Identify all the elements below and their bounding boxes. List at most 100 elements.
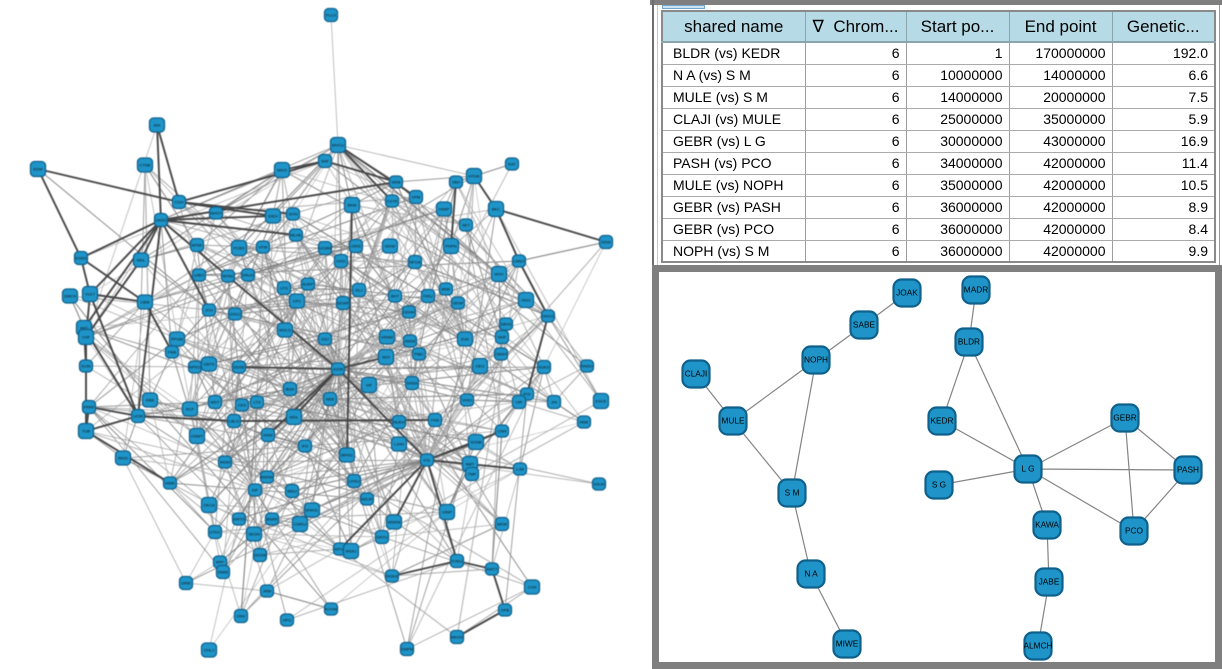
svg-text:LTS: LTS <box>253 400 260 405</box>
svg-text:CGH: CGH <box>175 200 184 205</box>
svg-text:DBVS: DBVS <box>501 322 512 327</box>
svg-text:CNN: CNN <box>498 429 507 434</box>
svg-text:BHT: BHT <box>391 294 400 299</box>
svg-text:MKW: MKW <box>497 522 507 527</box>
svg-text:KAT: KAT <box>508 162 516 167</box>
svg-text:UCW: UCW <box>133 414 143 419</box>
svg-text:HPU: HPU <box>283 618 292 623</box>
svg-text:SET: SET <box>462 223 470 228</box>
svg-text:HTHA: HTHA <box>469 174 480 179</box>
svg-text:JWDE: JWDE <box>404 339 416 344</box>
svg-text:GRIE: GRIE <box>181 581 191 586</box>
svg-text:S M: S M <box>785 488 800 498</box>
svg-text:FMA: FMA <box>168 350 177 355</box>
svg-text:OFB: OFB <box>501 608 510 613</box>
svg-text:LKNU: LKNU <box>349 479 360 484</box>
svg-text:BMK: BMK <box>442 287 451 292</box>
svg-text:WDJR: WDJR <box>361 497 373 502</box>
svg-text:GNTU: GNTU <box>376 535 387 540</box>
svg-text:GBTS: GBTS <box>204 362 215 367</box>
svg-text:NUEH: NUEH <box>393 420 404 425</box>
svg-text:NHOT: NHOT <box>210 211 222 216</box>
svg-text:AFNK: AFNK <box>192 243 203 248</box>
svg-text:VPM: VPM <box>412 195 421 200</box>
svg-text:PCBD: PCBD <box>233 246 244 251</box>
svg-text:ALMCH: ALMCH <box>1023 641 1052 651</box>
svg-text:CHLJ: CHLJ <box>204 648 214 653</box>
svg-text:POI: POI <box>524 392 531 397</box>
svg-text:PIBC: PIBC <box>414 352 423 357</box>
svg-text:FNA: FNA <box>431 418 439 423</box>
svg-text:UIBO: UIBO <box>194 273 204 278</box>
svg-text:WWGL: WWGL <box>306 508 320 513</box>
svg-text:SEGN: SEGN <box>248 532 259 537</box>
svg-text:PRRF: PRRF <box>84 405 95 410</box>
svg-text:S G: S G <box>932 480 946 490</box>
svg-text:SONB: SONB <box>470 440 482 445</box>
svg-text:MKGO: MKGO <box>451 635 463 640</box>
svg-text:WPEG: WPEG <box>189 365 201 370</box>
svg-text:FOEU: FOEU <box>451 559 462 564</box>
svg-text:RFRD: RFRD <box>222 274 233 279</box>
svg-text:OBSH: OBSH <box>495 352 506 357</box>
svg-text:BNAR: BNAR <box>266 517 277 522</box>
svg-text:MDT: MDT <box>211 400 220 405</box>
svg-text:IFD: IFD <box>302 444 309 449</box>
svg-text:BKM: BKM <box>348 203 357 208</box>
svg-text:KSCE: KSCE <box>596 399 607 404</box>
svg-text:LJHH: LJHH <box>394 442 404 447</box>
svg-text:CPC: CPC <box>293 299 302 304</box>
svg-text:BLDR: BLDR <box>958 337 980 347</box>
svg-text:SNSA: SNSA <box>407 381 418 386</box>
svg-text:EVA: EVA <box>461 337 469 342</box>
svg-text:KNW: KNW <box>263 433 273 438</box>
svg-text:VIR: VIR <box>516 400 523 405</box>
svg-text:OKCA: OKCA <box>203 503 215 508</box>
svg-text:KMIN: KMIN <box>218 570 228 575</box>
svg-text:TMP: TMP <box>468 472 477 477</box>
svg-text:KEDR: KEDR <box>930 416 953 426</box>
svg-text:CGTK: CGTK <box>386 199 397 204</box>
svg-text:DMCS: DMCS <box>64 294 76 299</box>
svg-text:HGG: HGG <box>521 298 530 303</box>
svg-text:JOAK: JOAK <box>896 288 918 298</box>
svg-text:VFW: VFW <box>259 245 268 250</box>
svg-text:LFS: LFS <box>280 286 288 291</box>
svg-text:WVLO: WVLO <box>279 328 291 333</box>
svg-text:RCF: RCF <box>186 407 195 412</box>
svg-text:PPGM: PPGM <box>171 337 183 342</box>
svg-text:RNSO: RNSO <box>581 364 593 369</box>
svg-text:ONV: ONV <box>237 614 246 619</box>
svg-text:SABE: SABE <box>853 320 876 330</box>
svg-text:FIRU: FIRU <box>423 294 432 299</box>
svg-text:RKIG: RKIG <box>118 456 128 461</box>
svg-text:DDW: DDW <box>601 240 611 245</box>
svg-text:LBLG: LBLG <box>229 419 239 424</box>
svg-text:VRUG: VRUG <box>242 273 254 278</box>
svg-text:UTDC: UTDC <box>209 530 220 535</box>
svg-text:VULT: VULT <box>85 292 95 297</box>
svg-text:JRW: JRW <box>263 589 272 594</box>
svg-text:WVCU: WVCU <box>332 143 344 148</box>
svg-text:SHF: SHF <box>321 159 330 164</box>
svg-text:L G: L G <box>1021 464 1034 474</box>
svg-text:HME: HME <box>580 420 589 425</box>
svg-text:TUB: TUB <box>82 429 90 434</box>
svg-text:MULE: MULE <box>721 416 745 426</box>
svg-text:JABE: JABE <box>1039 577 1060 587</box>
svg-text:MDL: MDL <box>137 258 146 263</box>
svg-text:DDSE: DDSE <box>233 365 244 370</box>
svg-text:MLHE: MLHE <box>290 233 301 238</box>
svg-text:NOPH: NOPH <box>804 355 828 365</box>
svg-text:OENF: OENF <box>452 301 464 306</box>
svg-text:JHI: JHI <box>551 400 557 405</box>
svg-text:CWKU: CWKU <box>294 522 306 527</box>
svg-text:DIF: DIF <box>252 488 259 493</box>
svg-text:ORIS: ORIS <box>351 244 361 249</box>
svg-text:KAWA: KAWA <box>1035 520 1059 530</box>
svg-text:WDL: WDL <box>290 415 300 420</box>
svg-text:BPHG: BPHG <box>341 453 352 458</box>
svg-text:CES: CES <box>238 403 247 408</box>
svg-text:VRAW: VRAW <box>381 335 393 340</box>
svg-text:EIEH: EIEH <box>268 214 277 219</box>
